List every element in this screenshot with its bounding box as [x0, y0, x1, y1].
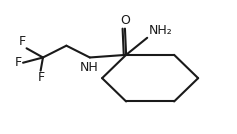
Text: NH₂: NH₂	[148, 24, 172, 37]
Text: F: F	[15, 56, 22, 69]
Text: F: F	[18, 35, 25, 48]
Text: NH: NH	[79, 61, 98, 74]
Text: O: O	[120, 14, 130, 27]
Text: F: F	[38, 71, 45, 84]
